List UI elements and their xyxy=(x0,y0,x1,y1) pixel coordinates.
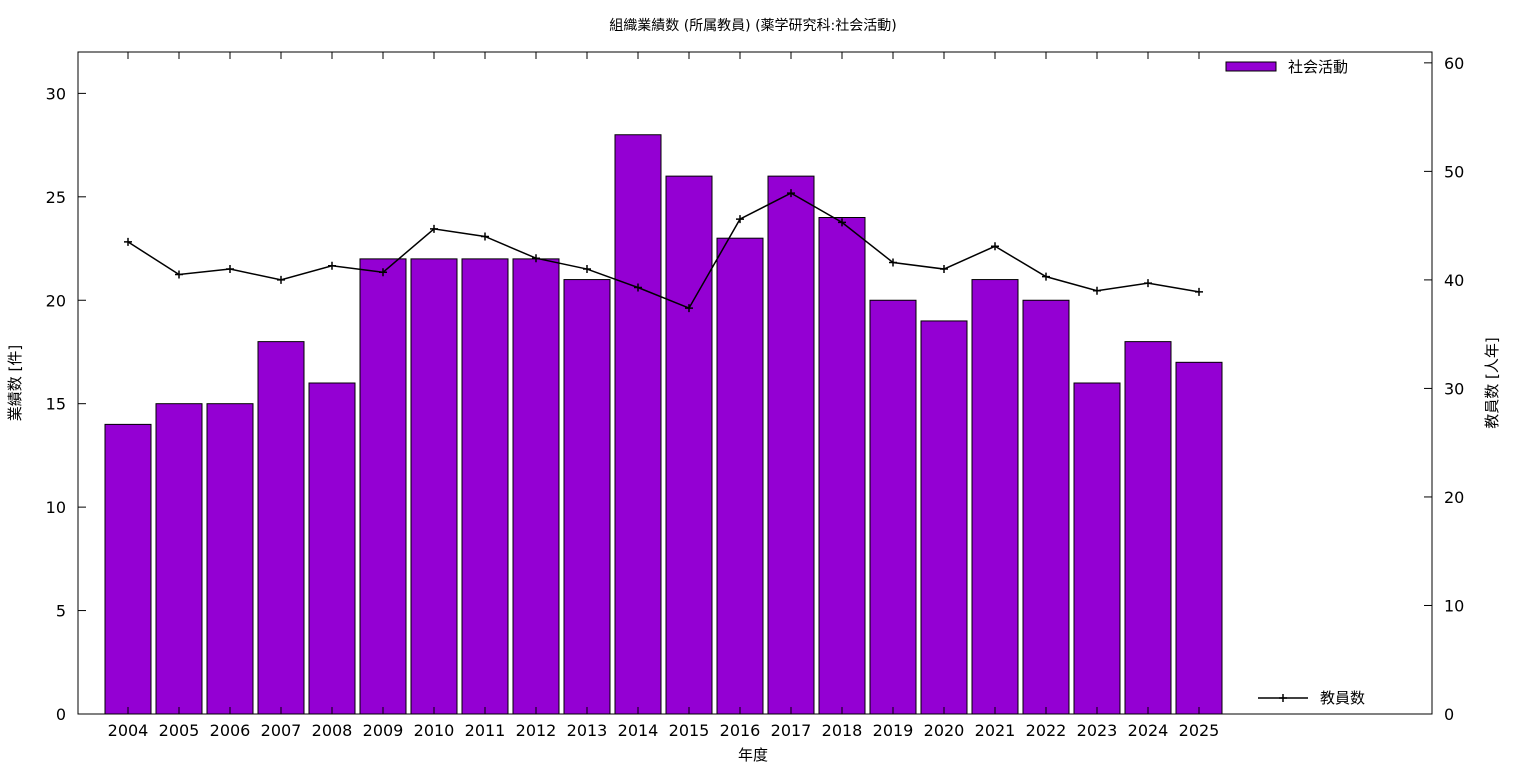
line-point xyxy=(481,232,489,241)
x-tick-label: 2006 xyxy=(210,721,251,740)
bar xyxy=(1022,299,1070,715)
x-tick-label: 2016 xyxy=(720,721,761,740)
y2-tick-label: 40 xyxy=(1444,271,1464,290)
y2-tick-label: 50 xyxy=(1444,162,1464,181)
bar xyxy=(155,403,203,715)
line-point xyxy=(838,218,846,227)
bar xyxy=(614,134,662,715)
y-tick-label: 30 xyxy=(46,84,66,103)
y-tick-label: 25 xyxy=(46,188,66,207)
x-tick-label: 2023 xyxy=(1077,721,1118,740)
bar xyxy=(767,175,815,715)
line-point xyxy=(634,283,642,292)
x-tick-label: 2004 xyxy=(108,721,149,740)
y2-tick-label: 30 xyxy=(1444,379,1464,398)
x-tick-label: 2013 xyxy=(567,721,608,740)
bar xyxy=(716,237,764,715)
bar xyxy=(206,403,254,715)
bar xyxy=(1175,361,1223,715)
y-tick-label: 0 xyxy=(56,705,66,724)
bar xyxy=(410,258,458,715)
bar xyxy=(869,299,917,715)
x-tick-label: 2020 xyxy=(924,721,965,740)
x-tick-label: 2017 xyxy=(771,721,812,740)
x-tick-label: 2014 xyxy=(618,721,659,740)
bar xyxy=(1073,382,1121,715)
y-axis-label: 業績数 [件] xyxy=(6,345,24,421)
line-point xyxy=(430,224,438,233)
y-tick-label: 10 xyxy=(46,498,66,517)
line-point xyxy=(583,265,591,274)
y2-tick-label: 60 xyxy=(1444,54,1464,73)
x-tick-label: 2024 xyxy=(1128,721,1169,740)
bar xyxy=(512,258,560,715)
bar xyxy=(359,258,407,715)
x-tick-label: 2005 xyxy=(159,721,200,740)
bar xyxy=(257,341,305,715)
x-tick-label: 2007 xyxy=(261,721,302,740)
y2-axis-label: 教員数 [人年] xyxy=(1483,337,1501,428)
line-point xyxy=(685,304,693,313)
line-point xyxy=(124,237,132,246)
line-point xyxy=(277,275,285,284)
bar xyxy=(920,320,968,715)
x-axis-label: 年度 xyxy=(738,746,768,764)
line-series xyxy=(124,189,1203,313)
x-tick-label: 2019 xyxy=(873,721,914,740)
line-point xyxy=(328,261,336,270)
line-point xyxy=(991,242,999,251)
line-point xyxy=(787,189,795,198)
bar-series xyxy=(104,134,1223,715)
x-tick-label: 2018 xyxy=(822,721,863,740)
x-tick-label: 2015 xyxy=(669,721,710,740)
bar xyxy=(461,258,509,715)
bar xyxy=(971,279,1019,715)
chart-title: 組織業績数 (所属教員) (薬学研究科:社会活動) xyxy=(609,18,896,34)
x-tick-label: 2012 xyxy=(516,721,557,740)
bar xyxy=(563,279,611,715)
line-point xyxy=(379,268,387,277)
y2-tick-label: 0 xyxy=(1444,705,1454,724)
line-point xyxy=(1093,286,1101,295)
x-tick-label: 2022 xyxy=(1026,721,1067,740)
bar xyxy=(308,382,356,715)
line-point xyxy=(736,215,744,224)
x-tick-label: 2009 xyxy=(363,721,404,740)
bar xyxy=(1124,341,1172,715)
y-tick-label: 20 xyxy=(46,291,66,310)
line-point xyxy=(940,265,948,274)
line-point xyxy=(226,265,234,274)
line-point xyxy=(1195,287,1203,296)
legend-label: 社会活動 xyxy=(1288,58,1348,76)
x-tick-label: 2010 xyxy=(414,721,455,740)
line-point xyxy=(175,270,183,279)
bar xyxy=(104,423,152,715)
y-tick-label: 15 xyxy=(46,395,66,414)
line-point xyxy=(532,254,540,263)
bar xyxy=(665,175,713,715)
line-point xyxy=(1042,272,1050,281)
legend-swatch-bar xyxy=(1225,61,1277,72)
y2-tick-label: 20 xyxy=(1444,488,1464,507)
legend-marker xyxy=(1279,694,1287,702)
line-point xyxy=(1144,279,1152,288)
line-point xyxy=(889,258,897,267)
y2-tick-label: 10 xyxy=(1444,596,1464,615)
x-tick-label: 2021 xyxy=(975,721,1016,740)
y-tick-label: 5 xyxy=(56,602,66,621)
x-tick-label: 2011 xyxy=(465,721,506,740)
bar xyxy=(818,217,866,715)
line-path xyxy=(127,192,1200,310)
x-tick-label: 2025 xyxy=(1179,721,1220,740)
legend-label: 教員数 xyxy=(1320,689,1365,707)
x-tick-label: 2008 xyxy=(312,721,353,740)
